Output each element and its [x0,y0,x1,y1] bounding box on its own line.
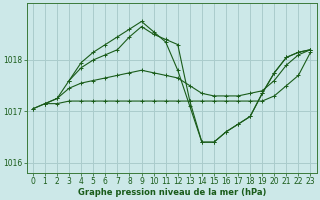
X-axis label: Graphe pression niveau de la mer (hPa): Graphe pression niveau de la mer (hPa) [77,188,266,197]
